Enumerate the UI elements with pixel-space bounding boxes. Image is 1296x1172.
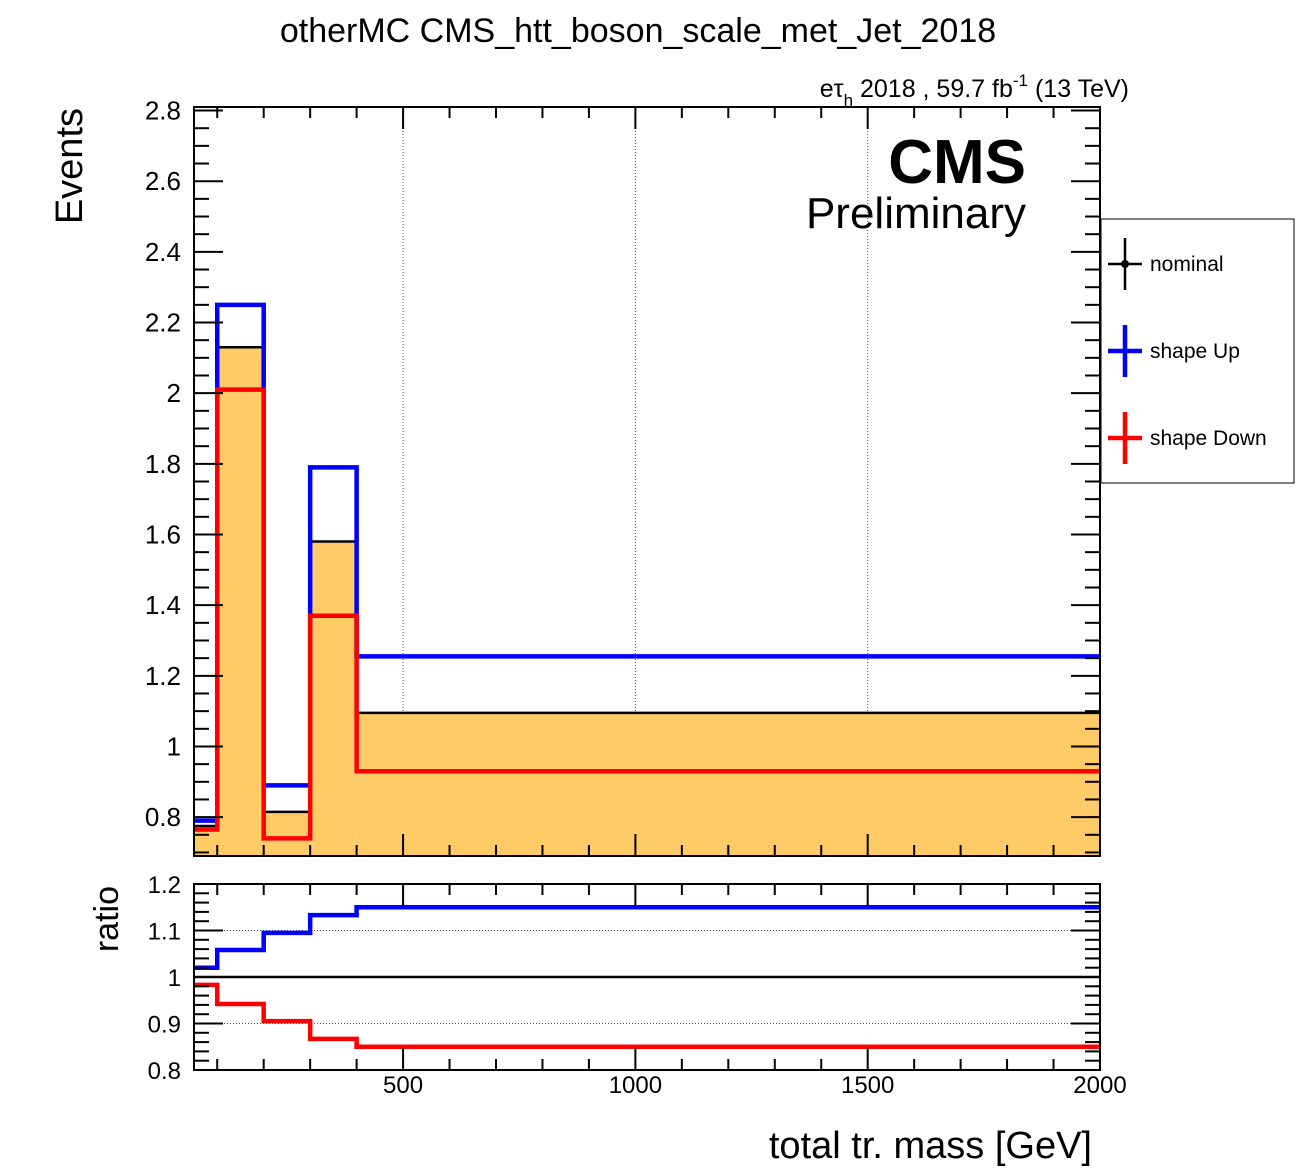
nominal-bin-bar bbox=[263, 811, 311, 856]
ratio-grid bbox=[194, 930, 1100, 1024]
ratio-plot: 0.8 0.9 1 1.1 1.2 500 1000 1500 2000 bbox=[148, 872, 1127, 1099]
x-tick-label: 1500 bbox=[841, 1072, 894, 1099]
lumi-superscript: -1 bbox=[1013, 71, 1028, 90]
cms-label: CMS bbox=[888, 128, 1026, 197]
ratio-series-lines bbox=[194, 905, 1100, 1049]
cms-preliminary-label: Preliminary bbox=[806, 189, 1026, 238]
main-y-tick-labels: 0.8 1 1.2 1.4 1.6 1.8 2 2.2 2.4 2.6 2.8 bbox=[145, 96, 181, 833]
ratio-y-tick-labels: 0.8 0.9 1 1.1 1.2 bbox=[148, 872, 181, 1085]
ratio-y-tick-label: 0.8 bbox=[148, 1058, 181, 1085]
nominal-bin-bar bbox=[310, 541, 357, 856]
nominal-bin-bar bbox=[194, 825, 218, 856]
x-tick-label: 1000 bbox=[609, 1072, 662, 1099]
ratio-y-tick-label: 1.2 bbox=[148, 872, 181, 899]
x-tick-label: 2000 bbox=[1073, 1072, 1126, 1099]
ratio-x-tick-labels: 500 1000 1500 2000 bbox=[383, 1072, 1127, 1099]
lumi-text: 2018 , 59.7 fb bbox=[853, 75, 1013, 103]
legend-label: nominal bbox=[1150, 253, 1224, 276]
legend-entry-shape-down: shape Down bbox=[1108, 412, 1267, 464]
main-y-tick-label: 1.4 bbox=[145, 590, 181, 620]
channel-subscript: h bbox=[844, 91, 853, 110]
main-y-tick-label: 1.2 bbox=[145, 661, 181, 691]
ratio-y-tick-label: 0.9 bbox=[148, 1012, 181, 1039]
main-series-lines bbox=[194, 302, 1100, 841]
x-tick-label: 500 bbox=[383, 1072, 423, 1099]
main-y-tick-label: 2.6 bbox=[145, 166, 181, 196]
nominal-bin-bar bbox=[356, 712, 1101, 856]
chart-title: otherMC CMS_htt_boson_scale_met_Jet_2018 bbox=[280, 12, 996, 50]
ratio-frame bbox=[193, 883, 1101, 1071]
main-y-tick-label: 2.4 bbox=[145, 237, 181, 267]
main-y-axis-title: Events bbox=[49, 108, 91, 224]
main-y-tick-label: 1 bbox=[167, 731, 181, 761]
ratio-y-tick-label: 1.1 bbox=[148, 919, 181, 946]
main-y-tick-label: 2 bbox=[167, 378, 181, 408]
legend-label: shape Down bbox=[1150, 427, 1267, 450]
legend-label: shape Up bbox=[1150, 340, 1240, 363]
main-y-tick-label: 0.8 bbox=[145, 802, 181, 832]
energy-label: (13 TeV) bbox=[1028, 75, 1129, 103]
nominal-fill-area bbox=[194, 347, 1101, 856]
nominal-bin-bar bbox=[217, 347, 264, 856]
main-y-tick-label: 2.8 bbox=[145, 96, 181, 126]
lumi-label: eτh 2018 , 59.7 fb-1 (13 TeV) bbox=[820, 71, 1129, 110]
ratio-shape-up-line bbox=[194, 905, 1100, 970]
legend-marker-dot bbox=[1121, 260, 1129, 268]
x-axis-title: total tr. mass [GeV] bbox=[769, 1125, 1092, 1167]
legend: nominal shape Up shape Down bbox=[1100, 218, 1295, 484]
main-y-tick-label: 1.6 bbox=[145, 519, 181, 549]
ratio-shape-down-line bbox=[194, 982, 1100, 1049]
shape-down-line bbox=[194, 387, 1100, 841]
main-y-tick-label: 2.2 bbox=[145, 308, 181, 338]
main-frame bbox=[193, 106, 1101, 857]
legend-entry-nominal: nominal bbox=[1108, 238, 1224, 290]
ratio-y-tick-label: 1 bbox=[168, 965, 181, 992]
legend-entry-shape-up: shape Up bbox=[1108, 325, 1240, 377]
channel-label: eτ bbox=[820, 75, 844, 103]
ratio-y-axis-title: ratio bbox=[88, 886, 126, 952]
main-axis-ticks bbox=[194, 107, 1101, 856]
main-plot: 0.8 1 1.2 1.4 1.6 1.8 2 2.2 2.4 2.6 2.8 bbox=[145, 96, 1101, 857]
main-y-tick-label: 1.8 bbox=[145, 449, 181, 479]
